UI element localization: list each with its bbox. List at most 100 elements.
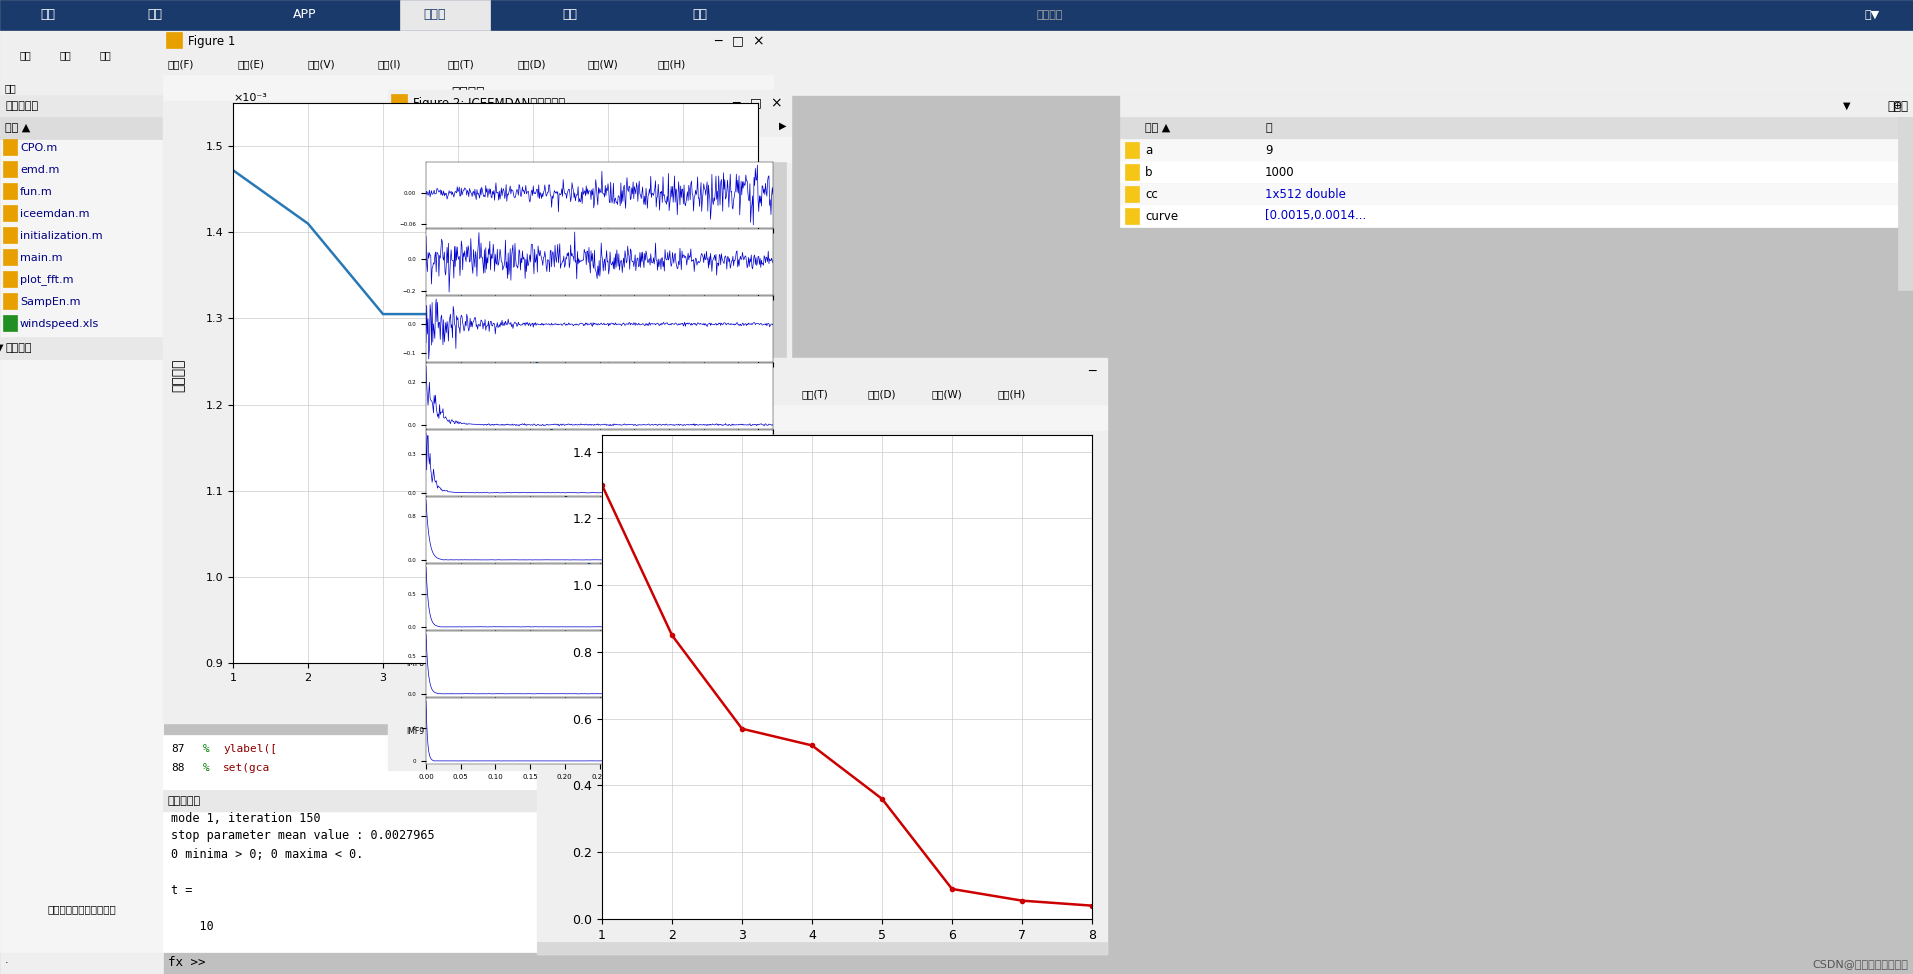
Bar <box>4 293 17 309</box>
Text: 命令行窗口: 命令行窗口 <box>168 796 201 806</box>
Bar <box>4 205 17 221</box>
Text: a: a <box>1146 143 1152 157</box>
Bar <box>538 358 1108 383</box>
Text: t =: t = <box>170 883 193 896</box>
Bar <box>163 28 773 723</box>
Bar <box>427 631 773 697</box>
Bar <box>1119 161 1913 183</box>
Text: ·: · <box>6 958 10 968</box>
Text: IMF3: IMF3 <box>406 324 425 333</box>
Text: 工具(T): 工具(T) <box>802 389 828 399</box>
Text: Figure 2: ICEEMDAN分解结果图: Figure 2: ICEEMDAN分解结果图 <box>413 96 564 109</box>
Bar <box>388 90 790 770</box>
Bar <box>163 790 962 812</box>
Text: ─: ─ <box>1088 364 1096 378</box>
Text: 编辑(E): 编辑(E) <box>438 121 465 131</box>
Text: 发布: 发布 <box>562 9 578 21</box>
Bar <box>538 383 1108 405</box>
Text: 视图: 视图 <box>693 9 708 21</box>
Bar <box>1119 139 1913 161</box>
Text: 主页: 主页 <box>40 9 55 21</box>
Text: windspeed.xls: windspeed.xls <box>19 319 99 329</box>
Text: 窗口(W): 窗口(W) <box>587 59 618 69</box>
Text: 桌面(D): 桌面(D) <box>867 389 895 399</box>
Text: mode 1, iteration 150: mode 1, iteration 150 <box>170 811 321 825</box>
Text: fx >>: fx >> <box>168 955 205 968</box>
Text: 新建: 新建 <box>19 50 33 60</box>
Bar <box>4 227 17 243</box>
Text: 窗口(W): 窗口(W) <box>932 389 962 399</box>
Text: %: % <box>203 744 210 754</box>
Text: [0.0015,0.0014...: [0.0015,0.0014... <box>1264 209 1366 222</box>
Bar <box>4 249 17 265</box>
Bar <box>388 90 790 115</box>
Text: 帮助(H): 帮助(H) <box>715 121 742 131</box>
Bar <box>1125 142 1138 158</box>
Text: 查看(V): 查看(V) <box>308 59 335 69</box>
Text: set(gca: set(gca <box>224 763 270 773</box>
Bar <box>4 315 17 331</box>
Text: CSDN@机器学习深度学习: CSDN@机器学习深度学习 <box>1812 959 1907 969</box>
Bar <box>1119 205 1913 227</box>
Text: IMF8: IMF8 <box>406 659 425 668</box>
Text: 迭代次数: 迭代次数 <box>451 686 484 700</box>
Bar <box>390 94 407 110</box>
Text: Figure 3: 各分量样本熵结果图: Figure 3: 各分量样本熵结果图 <box>562 364 679 378</box>
Text: IMF7: IMF7 <box>406 592 425 602</box>
Text: IMF2: IMF2 <box>406 257 425 267</box>
Text: ▶: ▶ <box>779 121 786 131</box>
Bar <box>163 812 962 952</box>
Text: Figure 1: Figure 1 <box>187 34 235 48</box>
Text: 打开: 打开 <box>59 50 73 60</box>
Bar <box>427 162 773 228</box>
Bar <box>1119 183 1913 205</box>
Text: 选择文件以查看详细信息: 选择文件以查看详细信息 <box>48 904 117 914</box>
Text: 帮助(H): 帮助(H) <box>658 59 687 69</box>
Text: 10: 10 <box>170 919 214 932</box>
Text: %: % <box>203 763 210 773</box>
Text: 收敛曲线: 收敛曲线 <box>451 86 484 100</box>
Text: 波▼: 波▼ <box>1865 10 1880 20</box>
Bar <box>4 161 17 177</box>
Text: 1x512 double: 1x512 double <box>1264 188 1347 201</box>
Text: plot_fft.m: plot_fft.m <box>19 275 73 285</box>
Text: CPO.m: CPO.m <box>19 143 57 153</box>
Text: 名称 ▲: 名称 ▲ <box>1146 123 1171 133</box>
Bar <box>538 942 1108 954</box>
Text: 搜索文档: 搜索文档 <box>1037 10 1064 20</box>
Text: 适应度值: 适应度值 <box>170 358 186 392</box>
Bar <box>400 0 490 30</box>
Text: 详细信息: 详细信息 <box>6 343 31 353</box>
Text: iceemdan.m: iceemdan.m <box>19 209 90 219</box>
Text: ─: ─ <box>733 96 740 109</box>
Text: 名称 ▲: 名称 ▲ <box>6 123 31 133</box>
Text: ×: × <box>752 34 763 48</box>
Text: cc: cc <box>1146 188 1157 201</box>
Bar <box>0 0 1913 30</box>
Bar <box>427 296 773 362</box>
Text: stop parameter mean value : 0.0027965: stop parameter mean value : 0.0027965 <box>170 830 434 843</box>
Text: 保存: 保存 <box>99 50 111 60</box>
Bar <box>427 363 773 429</box>
Text: ▼: ▼ <box>0 343 4 353</box>
Bar <box>0 117 163 139</box>
Bar <box>603 435 1092 919</box>
Text: ⊕: ⊕ <box>1894 101 1902 111</box>
Bar <box>166 32 182 48</box>
Bar <box>163 28 773 53</box>
Text: 工具(T): 工具(T) <box>448 59 474 69</box>
Text: APP: APP <box>293 9 318 21</box>
Bar <box>773 162 786 765</box>
Bar <box>538 405 1108 430</box>
Text: ×: × <box>771 96 782 110</box>
Bar <box>1125 208 1138 224</box>
Text: 桌面(D): 桌面(D) <box>518 59 547 69</box>
Bar <box>4 183 17 199</box>
Text: ylabel([: ylabel([ <box>224 744 277 754</box>
Bar <box>0 337 163 952</box>
Bar <box>427 229 773 295</box>
Text: 88: 88 <box>170 763 184 773</box>
Bar <box>1898 117 1913 290</box>
Text: SampEn.m: SampEn.m <box>19 297 80 307</box>
Text: 工作区: 工作区 <box>1886 99 1907 113</box>
